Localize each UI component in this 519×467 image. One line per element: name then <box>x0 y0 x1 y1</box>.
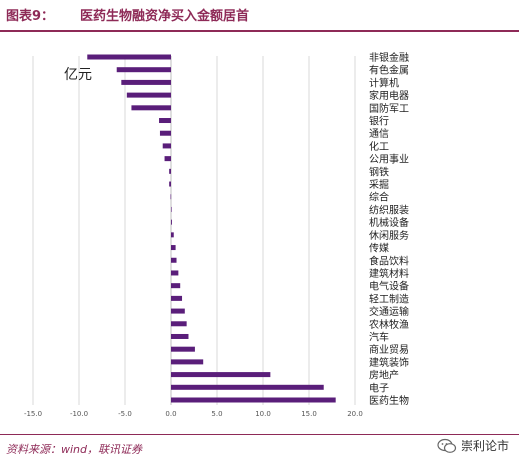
bar-chart: 非银金融有色金属计算机家用电器国防军工银行通信化工公用事业钢铁采掘综合纺织服装机… <box>24 51 409 418</box>
category-label: 交通运输 <box>369 305 409 318</box>
category-label: 钢铁 <box>369 165 389 178</box>
category-label: 电子 <box>369 381 389 394</box>
category-label: 银行 <box>369 115 389 128</box>
category-label: 轻工制造 <box>369 292 409 305</box>
bar <box>87 54 171 60</box>
bar <box>164 156 171 162</box>
figure-label: 图表9： <box>6 9 55 24</box>
category-label: 休闲服务 <box>369 229 409 242</box>
grid-lines <box>32 56 356 405</box>
bars <box>87 54 336 403</box>
bar <box>159 118 171 124</box>
category-label: 非银金融 <box>369 51 409 64</box>
category-label: 国防军工 <box>369 102 409 115</box>
category-label: 纺织服装 <box>369 203 409 216</box>
category-label: 商业贸易 <box>369 343 409 356</box>
x-tick-label: 15.0 <box>301 410 317 418</box>
category-labels: 非银金融有色金属计算机家用电器国防军工银行通信化工公用事业钢铁采掘综合纺织服装机… <box>369 51 409 407</box>
bar <box>171 346 195 352</box>
bar <box>171 295 183 301</box>
unit-label: 亿元 <box>64 67 92 83</box>
bar <box>171 384 324 390</box>
bar <box>169 168 171 174</box>
x-tick-label: 10.0 <box>255 410 271 418</box>
category-label: 公用事业 <box>369 153 409 166</box>
figure-header: 图表9： 医药生物融资净买入金额居首 <box>0 0 519 32</box>
bar <box>116 67 171 73</box>
bar <box>126 92 171 98</box>
bar <box>171 308 185 314</box>
category-label: 医药生物 <box>369 394 409 407</box>
category-label: 采掘 <box>369 178 389 191</box>
bar <box>171 283 181 289</box>
bar <box>171 232 174 238</box>
category-label: 电气设备 <box>369 280 409 293</box>
bar <box>171 219 172 225</box>
x-tick-label: 0.0 <box>165 410 176 418</box>
category-label: 有色金属 <box>369 64 409 77</box>
category-label: 传媒 <box>369 243 389 255</box>
category-label: 通信 <box>369 128 389 140</box>
bar <box>131 105 171 111</box>
bar <box>170 194 172 200</box>
bar <box>171 372 271 378</box>
x-tick-label: 5.0 <box>211 410 222 418</box>
category-label: 计算机 <box>369 76 399 89</box>
bar <box>121 79 171 85</box>
x-tick-labels: -15.0 -10.0 -5.0 0.0 5.0 10.0 15.0 20.0 <box>24 410 363 418</box>
bar <box>171 245 176 251</box>
bar <box>169 181 171 187</box>
bar <box>171 257 177 263</box>
category-label: 食品饮料 <box>369 254 409 267</box>
bar <box>171 206 172 212</box>
category-label: 建筑装饰 <box>369 356 409 369</box>
bar <box>171 270 179 276</box>
bar <box>162 143 171 149</box>
x-tick-label: -15.0 <box>24 410 42 418</box>
watermark: 崇利论市 <box>437 437 509 454</box>
bar <box>171 397 336 403</box>
bar <box>171 333 189 339</box>
category-label: 房地产 <box>369 369 399 382</box>
category-label: 综合 <box>369 191 389 204</box>
bar <box>159 130 171 136</box>
category-label: 家用电器 <box>369 89 409 102</box>
category-label: 建筑材料 <box>369 267 409 280</box>
bar <box>171 321 187 327</box>
x-tick-label: -5.0 <box>118 410 132 418</box>
source-note: 资料来源：wind，联讯证券 <box>6 443 143 456</box>
bar <box>171 359 204 365</box>
watermark-text: 崇利论市 <box>460 439 509 453</box>
x-tick-label: -10.0 <box>70 410 88 418</box>
category-label: 化工 <box>369 140 389 153</box>
footer-divider <box>0 434 519 435</box>
category-label: 汽车 <box>369 330 389 343</box>
wechat-icon <box>437 438 457 453</box>
category-label: 农林牧渔 <box>369 318 409 331</box>
figure-title: 医药生物融资净买入金额居首 <box>80 9 250 24</box>
category-label: 机械设备 <box>369 216 409 229</box>
x-tick-label: 20.0 <box>347 410 363 418</box>
